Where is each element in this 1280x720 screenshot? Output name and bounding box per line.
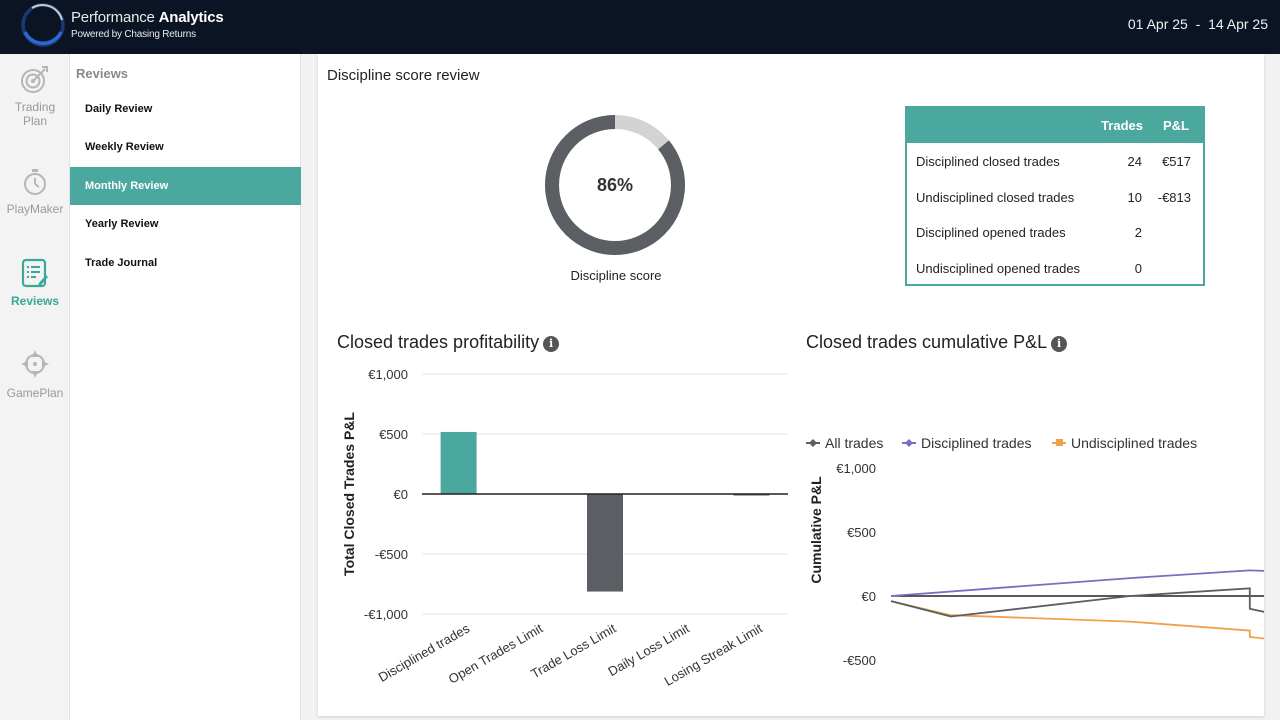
row-label: Disciplined closed trades (916, 154, 1060, 169)
stopwatch-icon (24, 169, 46, 195)
legend-label: All trades (825, 435, 883, 451)
rail-label-trading-plan-line2: Plan (22, 114, 48, 128)
rail-item-trading-plan[interactable]: Trading Plan (0, 64, 70, 128)
y-tick-label: -€1,000 (364, 607, 408, 622)
y-tick-label: -€500 (375, 547, 408, 562)
legend-marker (1056, 439, 1063, 446)
legend-item-undisciplined-trades[interactable]: Undisciplined trades (1052, 435, 1197, 451)
row-label: Disciplined opened trades (916, 225, 1066, 240)
target-icon (21, 66, 48, 93)
legend-label: Disciplined trades (921, 435, 1032, 451)
y-tick-label: €500 (379, 427, 408, 442)
subnav-item-yearly-review[interactable]: Yearly Review (85, 218, 159, 230)
y-tick-label-left: €500 (847, 525, 876, 540)
discipline-review-card: Discipline score review 86% Discipline s… (318, 54, 1264, 716)
row-trades: 2 (1134, 225, 1142, 240)
brand-title-light: Performance (71, 9, 159, 26)
discipline-score-caption: Discipline score (570, 268, 662, 283)
legend-label: Undisciplined trades (1071, 435, 1197, 451)
row-trades: 0 (1134, 260, 1142, 276)
subnav-title: Reviews (76, 66, 129, 81)
powered-by: Powered by Chasing Returns (71, 29, 196, 40)
subnav-item-monthly-review[interactable]: Monthly Review (70, 167, 301, 205)
y-tick-label: €0 (394, 487, 408, 502)
rail-item-gameplan[interactable]: GamePlan (0, 348, 70, 400)
date-start: 01 Apr 25 (1127, 16, 1188, 32)
line-chart-title: Closed trades cumulative P&L i (806, 332, 1068, 353)
date-end: 14 Apr 25 (1208, 16, 1268, 32)
series-line-undisciplined-trades[interactable] (890, 600, 1264, 700)
row-pl: €517 (1162, 154, 1191, 169)
logo-icon (21, 3, 65, 47)
rail-label-playmaker: PlayMaker (6, 202, 64, 216)
legend-marker (905, 439, 913, 447)
compass-icon (21, 350, 49, 378)
reviews-subnav: Reviews Daily Review Weekly Review Month… (70, 54, 301, 720)
donut-fill (545, 115, 685, 255)
cumulative-pl-line-chart: All trades Disciplined trades Undiscipline… (806, 435, 1264, 700)
stats-table-header: Trades P&L (907, 108, 1203, 143)
legend-item-disciplined-trades[interactable]: Disciplined trades (902, 435, 1032, 451)
rail-item-playmaker[interactable]: PlayMaker (0, 168, 70, 216)
row-label: Undisciplined closed trades (916, 189, 1075, 205)
table-row: Disciplined closed trades 24 €517 (907, 143, 1203, 179)
date-separator: - (1187, 16, 1209, 32)
row-label: Undisciplined opened trades (916, 260, 1081, 276)
rail-item-reviews[interactable]: Reviews (0, 258, 70, 308)
table-row: Undisciplined opened trades 0 (907, 250, 1203, 286)
series-line-disciplined-trades[interactable] (890, 527, 1264, 597)
table-row: Undisciplined closed trades 10 -€813 (907, 179, 1203, 215)
legend-item-all-trades[interactable]: All trades (806, 435, 883, 451)
y-axis-label: Total Closed Trades P&L (341, 412, 357, 576)
brand-title: Performance Analytics (71, 9, 224, 26)
bar-chart-title: Closed trades profitability i (337, 332, 560, 353)
bar-disciplined-trades[interactable] (440, 431, 477, 494)
date-range-picker[interactable]: 01 Apr 25 - 14 Apr 25 (1128, 16, 1268, 32)
row-trades: 24 (1127, 154, 1142, 169)
series-line-all-trades[interactable] (890, 576, 1264, 635)
donut-svg (545, 115, 685, 255)
bar-trade-loss-limit[interactable] (587, 494, 623, 592)
row-trades: 10 (1127, 189, 1142, 205)
rail-label-trading-plan-line1: Trading (14, 100, 56, 114)
y-tick-label: €1,000 (368, 367, 408, 382)
rail-label-gameplan: GamePlan (6, 386, 64, 400)
discipline-score-donut: 86% (542, 112, 688, 258)
header-trades: Trades (1101, 118, 1143, 133)
y-axis-label-left: Cumulative P&L (808, 476, 824, 584)
top-bar: Performance Analytics Powered by Chasing… (0, 0, 1280, 54)
subnav-item-trade-journal[interactable]: Trade Journal (85, 257, 158, 269)
card-title: Discipline score review (327, 67, 480, 84)
rail-label-reviews: Reviews (10, 294, 60, 308)
discipline-stats-table: Trades P&L Disciplined closed trades 24 … (905, 106, 1205, 286)
brand-title-bold: Analytics (158, 9, 224, 26)
header-pl: P&L (1163, 118, 1189, 133)
review-list-icon (21, 258, 48, 288)
table-row: Disciplined opened trades 2 (907, 214, 1203, 250)
y-tick-label-left: €0 (862, 589, 876, 604)
icon-rail: Trading Plan PlayMaker Reviews (0, 54, 70, 720)
y-tick-label-left: -€500 (843, 653, 876, 668)
y-tick-label-left: €1,000 (836, 461, 876, 476)
discipline-score-value: 86% (596, 175, 634, 195)
line-chart-title-text: Closed trades cumulative P&L (806, 332, 1048, 352)
info-icon[interactable]: i (1051, 336, 1068, 352)
legend-marker (809, 439, 817, 447)
bar-chart-title-text: Closed trades profitability (337, 332, 540, 352)
subnav-item-daily-review[interactable]: Daily Review (85, 103, 153, 115)
subnav-item-weekly-review[interactable]: Weekly Review (85, 141, 164, 153)
row-pl: -€813 (1157, 189, 1191, 205)
info-icon[interactable]: i (543, 336, 560, 352)
